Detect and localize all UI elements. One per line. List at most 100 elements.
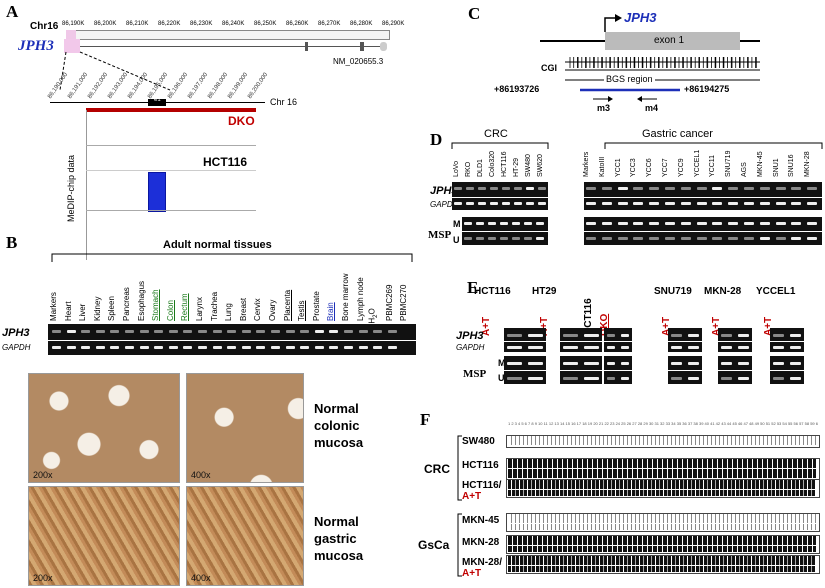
e-group-label: YCCEL1	[756, 286, 796, 297]
e-gapdh-label: GAPDH	[456, 343, 485, 352]
methylation-row	[508, 442, 816, 446]
jph3-gel	[48, 324, 416, 340]
chr-label: Chr16	[30, 21, 59, 32]
exon-mark	[305, 42, 308, 51]
coord-tick: 86,200K	[94, 21, 117, 27]
jph3-promoter-label: JPH3	[624, 10, 657, 25]
e-gel-strip	[668, 328, 702, 341]
medip-signal-bar	[148, 172, 166, 212]
e-gel-strip	[560, 356, 602, 370]
e-gel-strip	[560, 342, 602, 352]
region-highlight	[66, 30, 76, 40]
gc-msp-u-gel	[584, 232, 822, 245]
methylation-row	[508, 436, 816, 439]
track-divider	[86, 145, 256, 146]
coord-tick: 86,280K	[350, 21, 373, 27]
jph3-row-label: JPH3	[2, 327, 30, 339]
e-gel-strip	[718, 371, 752, 384]
adult-tissues-title: Adult normal tissues	[163, 239, 272, 251]
e-gel-strip	[504, 328, 546, 341]
gc-msp-m-gel	[584, 217, 822, 231]
methylation-row	[508, 526, 816, 530]
gc-gapdh-gel	[584, 198, 822, 210]
gastric-200x-image: 200x	[28, 486, 180, 586]
methylation-row	[508, 565, 816, 569]
jph3-gene-label: JPH3	[18, 38, 54, 54]
d-u-label: U	[453, 235, 460, 245]
e-gel-strip	[604, 356, 632, 370]
e-group-label: SNU719	[654, 286, 692, 297]
e-gel-strip	[770, 328, 804, 341]
coord-tick: 86,260K	[286, 21, 309, 27]
f-hct116-at-red: A+T	[462, 491, 482, 502]
medip-axis	[86, 110, 87, 260]
e-gel-strip	[770, 342, 804, 352]
methylation-row	[508, 562, 816, 566]
track-grid	[86, 170, 256, 171]
methylation-row	[508, 471, 816, 475]
panel-b-label: B	[6, 233, 18, 252]
f-mkn28-at-red: A+T	[462, 568, 482, 579]
d-msp-label: MSP	[428, 229, 452, 241]
d-jph3-label: JPH3	[430, 185, 458, 197]
coord-tick: 86,190K	[62, 21, 85, 27]
gastric-400x-image: 400x	[186, 486, 304, 586]
panel-e-label: E	[467, 278, 479, 297]
exon1-box	[148, 99, 166, 106]
tissues-bracket	[51, 253, 413, 262]
cancer-brackets	[451, 142, 823, 149]
gene-track-line	[80, 46, 380, 47]
e-group-label: HT29	[532, 286, 557, 297]
methylation-row	[508, 486, 816, 490]
primer-m3-label: m3	[597, 103, 611, 113]
panel-a-label: A	[6, 2, 19, 21]
exon-mark	[360, 42, 364, 51]
methylation-row	[508, 536, 816, 539]
methylation-row	[508, 459, 816, 462]
gc-jph3-gel	[584, 182, 822, 197]
methylation-row	[508, 468, 816, 472]
d-gapdh-label: GAPDH	[430, 200, 459, 209]
coord-tick: 86,270K	[318, 21, 341, 27]
zoom-lines	[59, 51, 171, 91]
e-group-label: MKN-28	[704, 286, 742, 297]
f-mkn28-at: MKN-28/	[462, 557, 503, 568]
bgs-start-coord: +86193726	[494, 84, 540, 94]
gapdh-gel	[48, 341, 416, 355]
crc-msp-m-gel	[462, 217, 548, 231]
methylation-row	[508, 492, 816, 496]
e-gel-strip	[668, 371, 702, 384]
panel-f-label: F	[420, 410, 431, 429]
e-u-label: U	[498, 373, 505, 383]
e-gel-strip	[668, 342, 702, 352]
crc-jph3-gel	[452, 182, 548, 197]
f-hct116-at: HCT116/	[462, 480, 502, 491]
e-group-label: HCT116	[474, 286, 511, 297]
crc-gapdh-gel	[452, 198, 548, 210]
coord-tick: 86,210K	[126, 21, 149, 27]
f-mkn45: MKN-45	[462, 515, 500, 526]
gastric-caption: Normal gastric mucosa	[314, 514, 364, 563]
e1-label: e1	[154, 97, 161, 103]
f-gsca-label: GsCa	[418, 538, 450, 552]
e-gel-strip	[668, 356, 702, 370]
methylation-row	[508, 539, 816, 543]
promoter-diagram	[540, 14, 760, 102]
methylation-row	[508, 523, 816, 527]
methylation-row	[508, 514, 816, 517]
primer-m4-label: m4	[645, 103, 659, 113]
methylation-row	[508, 520, 816, 524]
e-m-label: M	[498, 358, 506, 368]
methylation-row	[508, 462, 816, 466]
gene-start-highlight	[64, 39, 80, 53]
coord-tick: 86,230K	[190, 21, 213, 27]
methylation-row	[508, 465, 816, 469]
e-gel-strip	[718, 356, 752, 370]
f-crc-label: CRC	[424, 462, 450, 476]
panel-d-label: D	[430, 130, 443, 149]
e-msp-label: MSP	[463, 368, 487, 380]
track-baseline	[86, 210, 256, 211]
methylation-row	[508, 548, 816, 552]
gastric-group-label: Gastric cancer	[642, 128, 713, 140]
